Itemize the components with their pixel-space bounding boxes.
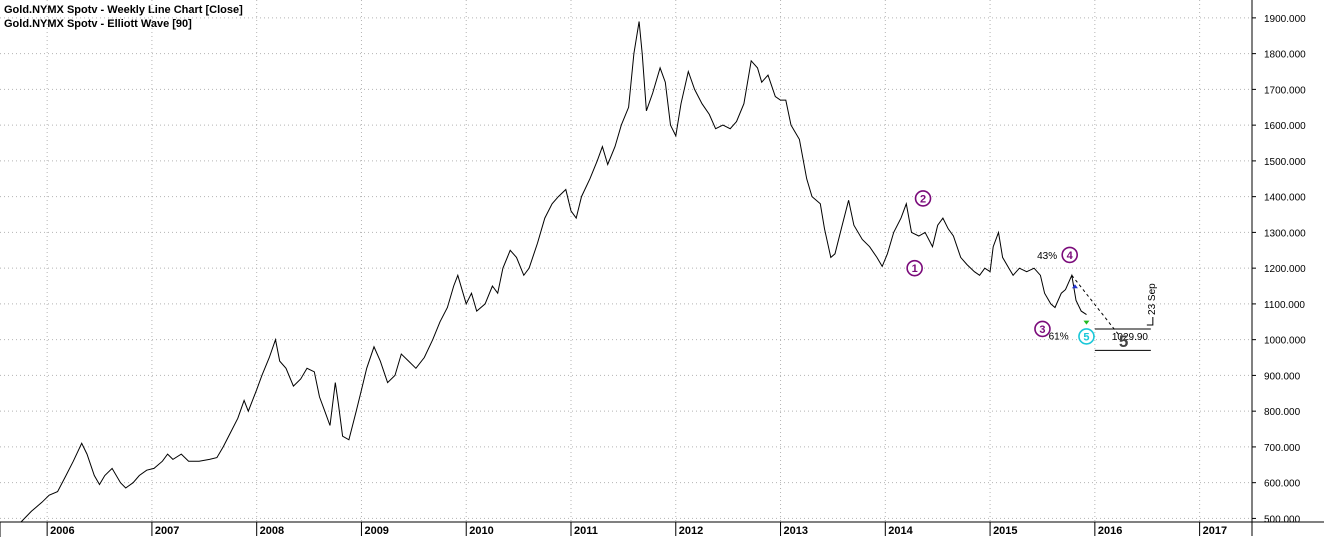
y-tick-label: 1000.000 [1264, 336, 1306, 347]
y-tick-label: 1400.000 [1264, 193, 1306, 204]
y-tick-label: 900.000 [1264, 371, 1301, 382]
x-tick-label: 2016 [1098, 525, 1122, 537]
x-tick-label: 2008 [260, 525, 284, 537]
price-line [20, 21, 1087, 523]
y-tick-label: 500.000 [1264, 514, 1301, 525]
wave-1-circle [906, 259, 923, 277]
y-tick-label: 800.000 [1264, 407, 1301, 418]
wave-3-label: 3 [1039, 324, 1045, 336]
y-tick-label: 1300.000 [1264, 228, 1306, 239]
wave-2-label: 2 [920, 193, 926, 205]
fib-ratio-label: 61% [1049, 331, 1069, 342]
x-tick-label: 2006 [50, 525, 74, 537]
wave-5-circle [1078, 328, 1095, 345]
y-tick-label: 1600.000 [1264, 121, 1306, 132]
y-tick-label: 1900.000 [1264, 14, 1306, 25]
projection-line [1071, 274, 1120, 336]
y-tick-label: 1700.000 [1264, 85, 1306, 96]
target-price-label: 1029.90 [1112, 332, 1149, 343]
x-tick-label: 2012 [679, 525, 703, 537]
x-tick-label: 2010 [469, 525, 493, 537]
y-tick-label: 1200.000 [1264, 264, 1306, 275]
wave-5-label: 5 [1083, 331, 1089, 343]
target-wave-label: 5 [1119, 332, 1128, 351]
y-tick-label: 700.000 [1264, 443, 1301, 454]
x-tick-label: 2014 [888, 525, 913, 537]
x-tick-label: 2017 [1203, 525, 1227, 537]
chart-title: Gold.NYMX Spotv - Weekly Line Chart [Clo… [4, 4, 243, 16]
up-arrow-marker [1071, 284, 1078, 289]
wave-4-circle [1061, 246, 1079, 264]
target-date-bracket [1146, 316, 1154, 326]
x-tick-label: 2013 [784, 525, 808, 537]
y-tick-label: 1500.000 [1264, 157, 1306, 168]
down-arrow-marker [1083, 320, 1090, 325]
fib-ratio-label: 43% [1037, 251, 1057, 262]
y-tick-label: 1100.000 [1264, 300, 1305, 311]
x-tick-label: 2007 [155, 525, 179, 537]
wave-1-label: 1 [912, 263, 918, 275]
x-tick-label: 2011 [574, 525, 598, 537]
x-tick-label: 2015 [993, 525, 1017, 537]
wave-4-label: 4 [1067, 250, 1074, 262]
wave-3-circle [1034, 320, 1051, 338]
chart-subtitle: Gold.NYMX Spotv - Elliott Wave [90] [4, 18, 192, 30]
y-tick-label: 1800.000 [1264, 50, 1306, 61]
x-tick-label: 2009 [364, 525, 388, 537]
target-date-label: 23 Sep [1147, 283, 1158, 315]
y-tick-label: 600.000 [1264, 479, 1301, 490]
wave-2-circle [914, 190, 932, 207]
